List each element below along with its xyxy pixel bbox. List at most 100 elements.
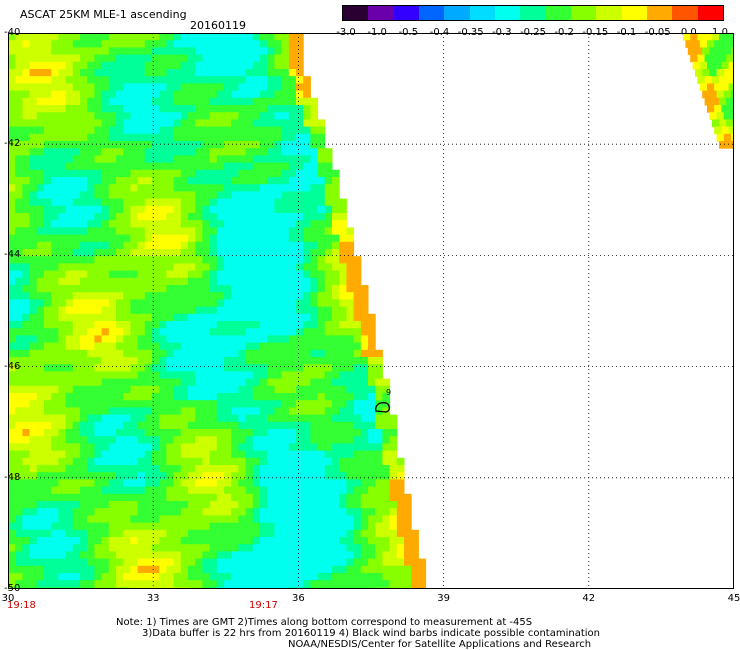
wind-cell	[281, 378, 290, 387]
wind-cell	[231, 119, 239, 128]
wind-cell	[288, 306, 297, 315]
wind-cell	[101, 177, 110, 185]
wind-cell	[180, 371, 189, 380]
wind-cell	[188, 371, 196, 380]
wind-cell	[188, 414, 196, 423]
wind-cell	[44, 90, 52, 99]
wind-cell	[130, 97, 139, 106]
wind-cell	[144, 407, 153, 416]
wind-cell	[288, 479, 297, 488]
wind-cell	[224, 220, 232, 228]
wind-cell	[332, 328, 340, 336]
wind-cell	[101, 61, 110, 70]
wind-cell	[238, 177, 247, 185]
wind-cell	[188, 558, 196, 567]
wind-cell	[173, 486, 182, 495]
wind-cell	[238, 501, 247, 509]
wind-cell	[137, 472, 146, 480]
wind-cell	[58, 83, 67, 92]
wind-cell	[80, 61, 88, 70]
wind-cell	[296, 148, 304, 156]
wind-cell	[310, 220, 319, 228]
wind-cell	[8, 263, 16, 272]
wind-cell	[303, 385, 311, 394]
wind-cell	[108, 299, 117, 308]
wind-cell	[195, 328, 203, 336]
wind-cell	[166, 551, 175, 560]
wind-cell	[22, 551, 31, 560]
wind-cell	[58, 270, 67, 279]
wind-cell	[166, 184, 175, 192]
wind-cell	[159, 321, 167, 329]
wind-cell	[368, 486, 376, 495]
wind-cell	[260, 486, 268, 495]
wind-cell	[44, 436, 52, 444]
wind-cell	[260, 285, 268, 293]
wind-cell	[281, 97, 290, 106]
wind-cell	[137, 40, 146, 48]
wind-cell	[346, 321, 355, 329]
wind-cell	[44, 421, 52, 430]
wind-cell	[353, 357, 362, 365]
wind-cell	[188, 249, 196, 257]
wind-cell	[360, 580, 369, 588]
wind-map-plot[interactable]: 9	[8, 33, 734, 589]
wind-cell	[317, 529, 326, 538]
wind-cell	[274, 205, 283, 214]
wind-cell	[101, 256, 110, 264]
wind-cell	[683, 33, 691, 41]
wind-cell	[353, 522, 362, 531]
wind-cell	[144, 558, 153, 567]
wind-cell	[65, 342, 74, 351]
wind-cell	[29, 544, 38, 552]
wind-cell	[711, 54, 720, 63]
color-scale-swatch	[646, 6, 673, 20]
wind-cell	[288, 529, 297, 538]
wind-cell	[15, 220, 23, 228]
wind-cell	[116, 529, 124, 538]
wind-cell	[87, 83, 95, 92]
wind-cell	[238, 306, 247, 315]
wind-cell	[8, 299, 16, 308]
wind-cell	[368, 573, 376, 581]
wind-cell	[22, 407, 31, 416]
wind-cell	[51, 83, 59, 92]
wind-cell	[224, 90, 232, 99]
wind-cell	[317, 184, 326, 192]
wind-cell	[267, 184, 275, 192]
wind-cell	[173, 97, 182, 106]
wind-cell	[144, 69, 153, 77]
wind-cell	[396, 515, 405, 524]
wind-cell	[101, 321, 110, 329]
wind-cell	[130, 133, 139, 142]
wind-cell	[195, 472, 203, 480]
wind-cell	[51, 414, 59, 423]
wind-cell	[173, 191, 182, 200]
wind-cell	[94, 522, 103, 531]
wind-cell	[339, 493, 347, 502]
wind-cell	[195, 234, 203, 243]
wind-cell	[72, 313, 81, 322]
wind-cell	[123, 385, 131, 394]
wind-cell	[687, 47, 696, 56]
wind-cell	[152, 565, 160, 574]
wind-cell	[87, 184, 95, 192]
wind-cell	[288, 436, 297, 444]
wind-cell	[166, 47, 175, 56]
wind-cell	[36, 313, 45, 322]
wind-cell	[704, 33, 713, 41]
wind-cell	[188, 306, 196, 315]
wind-cell	[267, 573, 275, 581]
wind-cell	[130, 313, 139, 322]
wind-cell	[130, 544, 139, 552]
wind-cell	[65, 213, 74, 221]
wind-cell	[216, 335, 225, 344]
wind-cell	[260, 306, 268, 315]
wind-cell	[29, 450, 38, 459]
wind-cell	[317, 558, 326, 567]
wind-cell	[324, 364, 333, 372]
wind-cell	[159, 69, 167, 77]
wind-cell	[188, 529, 196, 538]
wind-cell	[173, 479, 182, 488]
wind-cell	[404, 544, 412, 552]
